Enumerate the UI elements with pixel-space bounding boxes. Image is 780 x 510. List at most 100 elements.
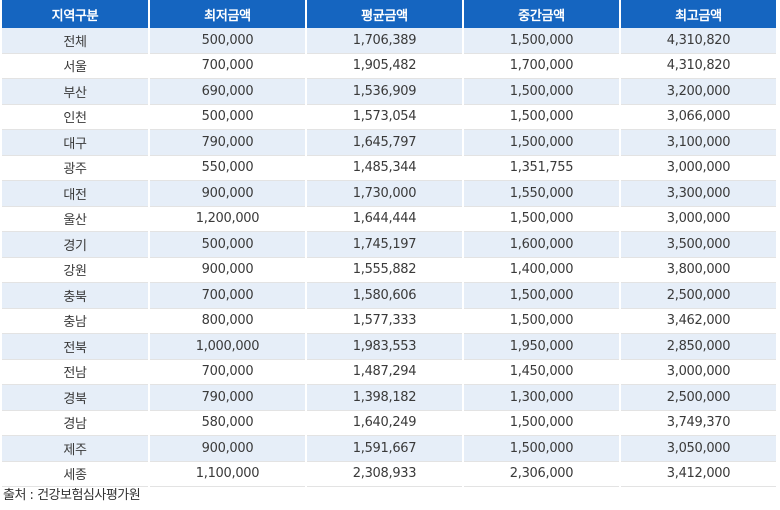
- cell-region: 인천: [2, 104, 148, 130]
- table-row: 전남 700,000 1,487,294 1,450,000 3,000,000: [2, 359, 776, 385]
- table-row: 충남 800,000 1,577,333 1,500,000 3,462,000: [2, 308, 776, 334]
- cell-min-price: 500,000: [150, 232, 305, 258]
- cell-max-price: 4,310,820: [621, 53, 776, 79]
- source-note: 출처 : 건강보험심사평가원: [3, 488, 141, 503]
- price-table: 지역구분 최저금액 평균금액 중간금액 최고금액 전체 500,000 1,706,…: [2, 0, 776, 487]
- table-row: 광주 550,000 1,485,344 1,351,755 3,000,000: [2, 155, 776, 181]
- cell-median-price: 1,500,000: [464, 206, 619, 232]
- cell-max-price: 4,310,820: [621, 28, 776, 54]
- cell-avg-price: 1,905,482: [307, 53, 462, 79]
- cell-region: 서울: [2, 53, 148, 79]
- cell-avg-price: 1,555,882: [307, 257, 462, 283]
- table-row: 경북 790,000 1,398,182 1,300,000 2,500,000: [2, 385, 776, 411]
- table-header: 지역구분 최저금액 평균금액 중간금액 최고금액: [2, 0, 776, 28]
- cell-min-price: 900,000: [150, 181, 305, 207]
- cell-median-price: 1,500,000: [464, 410, 619, 436]
- header-region: 지역구분: [2, 0, 148, 28]
- cell-max-price: 3,000,000: [621, 359, 776, 385]
- table-row: 전북 1,000,000 1,983,553 1,950,000 2,850,000: [2, 334, 776, 360]
- cell-median-price: 1,300,000: [464, 385, 619, 411]
- cell-region: 충남: [2, 308, 148, 334]
- cell-region: 전체: [2, 28, 148, 54]
- cell-avg-price: 1,487,294: [307, 359, 462, 385]
- cell-median-price: 1,400,000: [464, 257, 619, 283]
- cell-max-price: 3,050,000: [621, 436, 776, 462]
- cell-region: 전북: [2, 334, 148, 360]
- cell-region: 경남: [2, 410, 148, 436]
- cell-avg-price: 1,730,000: [307, 181, 462, 207]
- cell-min-price: 700,000: [150, 359, 305, 385]
- cell-avg-price: 1,536,909: [307, 79, 462, 105]
- cell-min-price: 500,000: [150, 28, 305, 54]
- cell-median-price: 1,500,000: [464, 436, 619, 462]
- cell-max-price: 3,749,370: [621, 410, 776, 436]
- cell-region: 충북: [2, 283, 148, 309]
- header-row: 지역구분 최저금액 평균금액 중간금액 최고금액: [2, 0, 776, 28]
- cell-median-price: 1,500,000: [464, 130, 619, 156]
- table-body: 전체 500,000 1,706,389 1,500,000 4,310,820 서울 70…: [2, 28, 776, 487]
- table-row: 강원 900,000 1,555,882 1,400,000 3,800,000: [2, 257, 776, 283]
- cell-region: 울산: [2, 206, 148, 232]
- cell-min-price: 800,000: [150, 308, 305, 334]
- cell-avg-price: 2,308,933: [307, 461, 462, 487]
- cell-min-price: 900,000: [150, 257, 305, 283]
- cell-region: 전남: [2, 359, 148, 385]
- table-row: 울산 1,200,000 1,644,444 1,500,000 3,000,000: [2, 206, 776, 232]
- cell-min-price: 790,000: [150, 130, 305, 156]
- header-max-price: 최고금액: [621, 0, 776, 28]
- cell-avg-price: 1,644,444: [307, 206, 462, 232]
- table-row: 경기 500,000 1,745,197 1,600,000 3,500,000: [2, 232, 776, 258]
- cell-median-price: 1,351,755: [464, 155, 619, 181]
- cell-min-price: 500,000: [150, 104, 305, 130]
- header-min-price: 최저금액: [150, 0, 305, 28]
- cell-avg-price: 1,591,667: [307, 436, 462, 462]
- table-row: 인천 500,000 1,573,054 1,500,000 3,066,000: [2, 104, 776, 130]
- cell-max-price: 3,300,000: [621, 181, 776, 207]
- cell-avg-price: 1,745,197: [307, 232, 462, 258]
- cell-max-price: 3,100,000: [621, 130, 776, 156]
- cell-avg-price: 1,580,606: [307, 283, 462, 309]
- cell-avg-price: 1,645,797: [307, 130, 462, 156]
- cell-median-price: 1,500,000: [464, 104, 619, 130]
- cell-avg-price: 1,640,249: [307, 410, 462, 436]
- header-median-price: 중간금액: [464, 0, 619, 28]
- cell-median-price: 1,550,000: [464, 181, 619, 207]
- table-row: 충북 700,000 1,580,606 1,500,000 2,500,000: [2, 283, 776, 309]
- cell-min-price: 700,000: [150, 283, 305, 309]
- cell-region: 광주: [2, 155, 148, 181]
- cell-max-price: 3,066,000: [621, 104, 776, 130]
- cell-region: 부산: [2, 79, 148, 105]
- cell-max-price: 3,462,000: [621, 308, 776, 334]
- cell-region: 경기: [2, 232, 148, 258]
- cell-min-price: 1,100,000: [150, 461, 305, 487]
- cell-region: 경북: [2, 385, 148, 411]
- table-row: 부산 690,000 1,536,909 1,500,000 3,200,000: [2, 79, 776, 105]
- cell-min-price: 790,000: [150, 385, 305, 411]
- cell-median-price: 1,500,000: [464, 79, 619, 105]
- table-row: 대구 790,000 1,645,797 1,500,000 3,100,000: [2, 130, 776, 156]
- cell-region: 강원: [2, 257, 148, 283]
- cell-max-price: 3,000,000: [621, 155, 776, 181]
- table-row: 대전 900,000 1,730,000 1,550,000 3,300,000: [2, 181, 776, 207]
- cell-avg-price: 1,983,553: [307, 334, 462, 360]
- cell-median-price: 1,450,000: [464, 359, 619, 385]
- cell-max-price: 3,412,000: [621, 461, 776, 487]
- cell-min-price: 550,000: [150, 155, 305, 181]
- cell-median-price: 1,950,000: [464, 334, 619, 360]
- cell-max-price: 2,500,000: [621, 385, 776, 411]
- cell-region: 대전: [2, 181, 148, 207]
- cell-max-price: 3,500,000: [621, 232, 776, 258]
- cell-max-price: 2,850,000: [621, 334, 776, 360]
- cell-avg-price: 1,485,344: [307, 155, 462, 181]
- cell-avg-price: 1,398,182: [307, 385, 462, 411]
- table-row: 전체 500,000 1,706,389 1,500,000 4,310,820: [2, 28, 776, 54]
- table-row: 경남 580,000 1,640,249 1,500,000 3,749,370: [2, 410, 776, 436]
- cell-median-price: 1,500,000: [464, 308, 619, 334]
- cell-avg-price: 1,706,389: [307, 28, 462, 54]
- cell-region: 대구: [2, 130, 148, 156]
- cell-max-price: 3,800,000: [621, 257, 776, 283]
- cell-max-price: 3,200,000: [621, 79, 776, 105]
- cell-max-price: 3,000,000: [621, 206, 776, 232]
- table-row: 세종 1,100,000 2,308,933 2,306,000 3,412,000: [2, 461, 776, 487]
